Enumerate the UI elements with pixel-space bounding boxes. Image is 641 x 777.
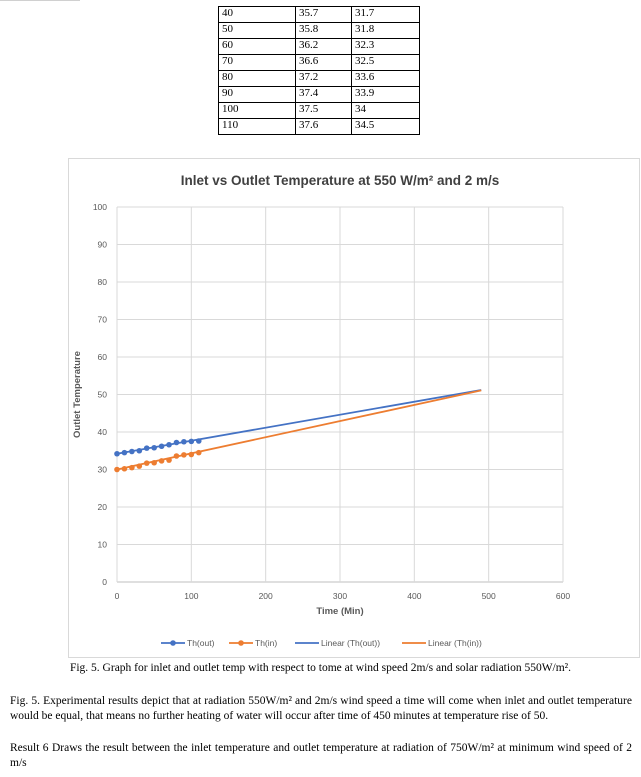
data-point bbox=[173, 453, 180, 459]
y-tick-label: 80 bbox=[98, 277, 108, 287]
data-point bbox=[158, 443, 165, 450]
table-cell: 36.6 bbox=[295, 54, 352, 71]
table-cell: 35.8 bbox=[295, 22, 352, 39]
legend-marker bbox=[238, 640, 244, 646]
table-cell: 36.2 bbox=[295, 38, 352, 55]
table-cell: 100 bbox=[218, 102, 296, 119]
chart-title: Inlet vs Outlet Temperature at 550 W/m² … bbox=[181, 173, 500, 188]
legend-label: Linear (Th(in)) bbox=[428, 638, 482, 648]
y-tick-label: 30 bbox=[98, 465, 108, 475]
x-tick-label: 100 bbox=[184, 591, 198, 601]
x-tick-label: 500 bbox=[482, 591, 496, 601]
data-point bbox=[143, 460, 150, 466]
data-point bbox=[151, 444, 157, 451]
data-point bbox=[181, 452, 187, 458]
table-cell: 70 bbox=[218, 54, 296, 71]
table-cell: 34 bbox=[351, 102, 420, 119]
table-cell: 37.2 bbox=[295, 70, 352, 87]
data-point bbox=[114, 450, 120, 457]
table-row: 100 37.5 34 bbox=[218, 102, 420, 119]
data-point bbox=[195, 449, 202, 456]
table-row: 80 37.2 33.6 bbox=[218, 70, 420, 87]
y-axis-label: Outlet Temperature bbox=[72, 351, 83, 438]
table-cell: 32.3 bbox=[351, 38, 420, 55]
x-tick-label: 200 bbox=[259, 591, 273, 601]
data-point bbox=[195, 438, 202, 444]
table-cell: 110 bbox=[218, 118, 296, 135]
data-point bbox=[121, 465, 128, 472]
table-cell: 37.5 bbox=[295, 102, 352, 119]
legend-label: Th(in) bbox=[255, 638, 277, 648]
page-top-rule bbox=[0, 0, 80, 1]
y-tick-label: 10 bbox=[98, 540, 108, 550]
legend-marker bbox=[170, 640, 176, 646]
data-point bbox=[188, 451, 195, 458]
table-cell: 40 bbox=[218, 6, 296, 23]
x-tick-label: 600 bbox=[556, 591, 570, 601]
table-row: 90 37.4 33.9 bbox=[218, 86, 420, 103]
chart-area: Inlet vs Outlet Temperature at 550 W/m² … bbox=[68, 158, 640, 658]
table-cell: 90 bbox=[218, 86, 296, 103]
table-row: 70 36.6 32.5 bbox=[218, 54, 420, 71]
table-cell: 37.4 bbox=[295, 86, 352, 103]
data-point bbox=[121, 449, 128, 456]
data-point bbox=[173, 439, 180, 446]
data-point bbox=[188, 438, 195, 445]
table-cell: 34.5 bbox=[351, 118, 420, 135]
table-cell: 80 bbox=[218, 70, 296, 87]
paragraph-results: Fig. 5. Experimental results depict that… bbox=[10, 695, 632, 722]
y-tick-label: 50 bbox=[98, 390, 108, 400]
paragraph-result-6: Result 6 Draws the result between the in… bbox=[10, 742, 632, 769]
y-tick-label: 60 bbox=[98, 352, 108, 362]
table-row: 110 37.6 34.5 bbox=[218, 118, 420, 135]
data-table: 40 35.7 31.7 50 35.8 31.8 60 36.2 32.3 70 36.6 32.5… bbox=[218, 6, 420, 135]
legend-label: Linear (Th(out)) bbox=[321, 638, 380, 648]
table-row: 50 35.8 31.8 bbox=[218, 22, 420, 39]
y-tick-label: 100 bbox=[93, 202, 107, 212]
x-axis-label: Time (Min) bbox=[316, 606, 363, 617]
figure-caption: Fig. 5. Graph for inlet and outlet temp … bbox=[69, 662, 572, 674]
y-tick-label: 70 bbox=[98, 315, 108, 325]
legend-label: Th(out) bbox=[187, 638, 215, 648]
table-cell: 50 bbox=[218, 22, 296, 39]
x-tick-label: 300 bbox=[333, 591, 347, 601]
data-point bbox=[136, 447, 143, 454]
data-point bbox=[114, 466, 120, 473]
data-point bbox=[129, 464, 135, 471]
y-tick-label: 0 bbox=[102, 577, 107, 587]
x-tick-label: 0 bbox=[115, 591, 120, 601]
table-cell: 32.5 bbox=[351, 54, 420, 71]
table-cell: 33.6 bbox=[351, 70, 420, 87]
table-cell: 31.7 bbox=[351, 6, 420, 23]
x-tick-label: 400 bbox=[407, 591, 421, 601]
table-row: 40 35.7 31.7 bbox=[218, 6, 420, 23]
table-cell: 60 bbox=[218, 38, 296, 55]
table-cell: 37.6 bbox=[295, 118, 352, 135]
data-point bbox=[181, 438, 187, 445]
y-tick-label: 40 bbox=[98, 427, 108, 437]
data-point bbox=[166, 441, 172, 448]
data-point bbox=[151, 459, 157, 466]
data-point bbox=[158, 458, 165, 464]
data-point bbox=[136, 463, 143, 469]
table-cell: 31.8 bbox=[351, 22, 420, 39]
y-tick-label: 20 bbox=[98, 502, 108, 512]
table-cell: 35.7 bbox=[295, 6, 352, 23]
y-tick-label: 90 bbox=[98, 240, 108, 250]
trendline bbox=[116, 389, 482, 471]
table-cell: 33.9 bbox=[351, 86, 420, 103]
chart-svg: Inlet vs Outlet Temperature at 550 W/m² … bbox=[72, 173, 570, 648]
data-point bbox=[166, 457, 172, 463]
table-row: 60 36.2 32.3 bbox=[218, 38, 420, 55]
data-point bbox=[143, 445, 150, 451]
data-point bbox=[129, 448, 135, 455]
